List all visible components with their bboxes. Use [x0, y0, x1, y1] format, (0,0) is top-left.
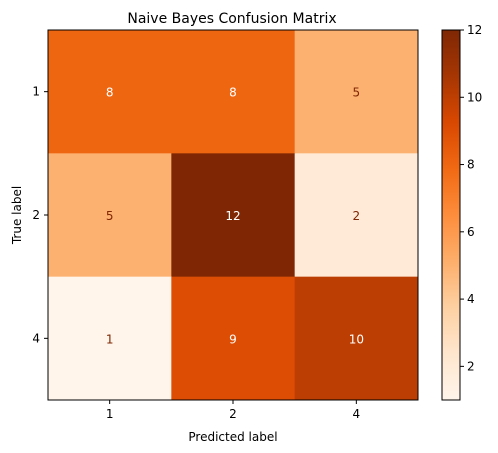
- x-axis-ticks: 1 2 4: [106, 400, 360, 421]
- cell-value-label: 12: [225, 209, 240, 223]
- heatmap-cell: [294, 30, 419, 154]
- y-axis-label: True label: [10, 186, 24, 245]
- colorbar-tick-label: 12: [467, 23, 482, 37]
- cell-value-label: 1: [106, 332, 114, 346]
- colorbar-tick-label: 6: [467, 225, 475, 239]
- cell-value-label: 9: [229, 332, 237, 346]
- cell-value-label: 10: [349, 332, 364, 346]
- cell-value-label: 8: [229, 86, 237, 100]
- colorbar-tick-label: 4: [467, 292, 475, 306]
- x-axis-label: Predicted label: [188, 430, 277, 444]
- heatmap-cell: [294, 153, 419, 278]
- colorbar-tick-label: 2: [467, 359, 475, 373]
- heatmap-cells: [48, 30, 419, 401]
- heatmap-cell: [48, 30, 172, 154]
- chart-title: Naive Bayes Confusion Matrix: [127, 11, 336, 27]
- y-tick-label: 1: [32, 85, 40, 99]
- cell-annotations: 8 8 5 5 12 2 1 9 10: [106, 86, 364, 347]
- y-tick-label: 4: [32, 331, 40, 345]
- cell-value-label: 5: [106, 209, 114, 223]
- colorbar-ticks: 2 4 6 8 10 12: [460, 23, 482, 373]
- colorbar: [441, 29, 461, 401]
- heatmap-cell: [171, 276, 296, 401]
- cell-value-label: 2: [353, 209, 361, 223]
- heatmap-cell: [48, 153, 172, 278]
- colorbar-tick-label: 10: [467, 90, 482, 104]
- x-tick-label: 4: [353, 407, 361, 421]
- cell-value-label: 5: [353, 86, 361, 100]
- heatmap-cell: [171, 153, 296, 278]
- cell-value-label: 8: [106, 86, 114, 100]
- x-tick-label: 2: [229, 407, 237, 421]
- heatmap-cell: [294, 276, 419, 401]
- x-tick-label: 1: [106, 407, 114, 421]
- colorbar-tick-label: 8: [467, 158, 475, 172]
- heatmap-cell: [48, 276, 172, 401]
- y-axis-ticks: 1 2 4: [32, 85, 48, 345]
- heatmap-cell: [171, 30, 296, 154]
- y-tick-label: 2: [32, 208, 40, 222]
